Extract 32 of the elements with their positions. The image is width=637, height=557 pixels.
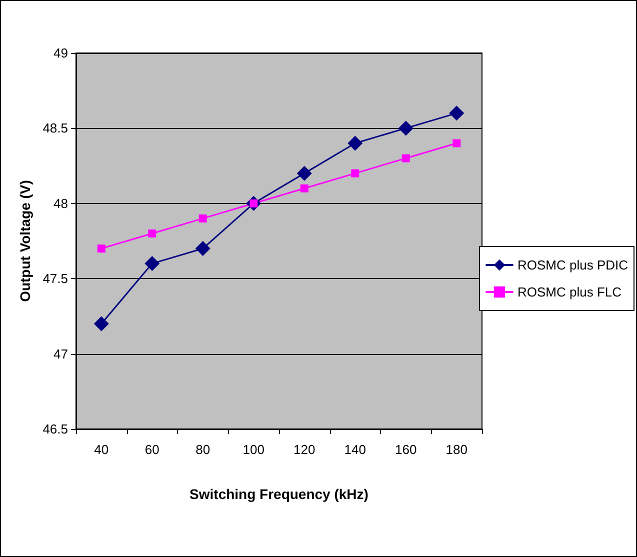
y-tick-label: 48.5 xyxy=(42,120,68,136)
point xyxy=(296,166,312,181)
point xyxy=(195,241,210,256)
point xyxy=(402,154,410,162)
x-tick-label: 60 xyxy=(144,442,160,457)
y-axis-title: Output Voltage (V) xyxy=(16,180,33,302)
x-tick-label: 160 xyxy=(395,442,417,457)
y-tick-label: 46.5 xyxy=(42,422,68,436)
point xyxy=(351,169,360,178)
x-tick-label: 100 xyxy=(242,442,264,457)
legend-label: ROSMC plus FLC xyxy=(517,284,622,300)
y-tick-label: 49 xyxy=(54,46,68,60)
point xyxy=(348,136,363,151)
y-tick-label: 47.5 xyxy=(42,271,68,286)
x-tick-label: 80 xyxy=(196,442,210,457)
legend-label: ROSMC plus PDIC xyxy=(517,258,628,272)
point xyxy=(198,214,207,222)
y-tick-label: 48 xyxy=(54,196,68,211)
x-tick-label: 180 xyxy=(446,442,468,457)
point xyxy=(148,229,156,238)
x-tick-label: 40 xyxy=(94,442,109,457)
point xyxy=(300,184,308,192)
x-tick-label: 120 xyxy=(294,442,316,457)
y-tick-label: 47 xyxy=(54,346,68,362)
point xyxy=(452,139,461,148)
point xyxy=(144,256,160,272)
point xyxy=(398,120,414,136)
point xyxy=(94,316,109,332)
x-axis-title: Switching Frequency (kHz) xyxy=(190,486,368,502)
x-tick-label: 140 xyxy=(344,442,366,457)
point xyxy=(97,244,106,253)
point xyxy=(449,106,464,121)
